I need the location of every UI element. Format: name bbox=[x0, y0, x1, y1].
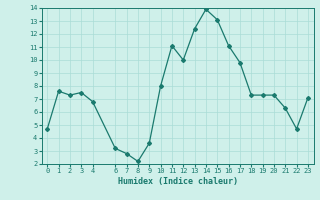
X-axis label: Humidex (Indice chaleur): Humidex (Indice chaleur) bbox=[118, 177, 237, 186]
